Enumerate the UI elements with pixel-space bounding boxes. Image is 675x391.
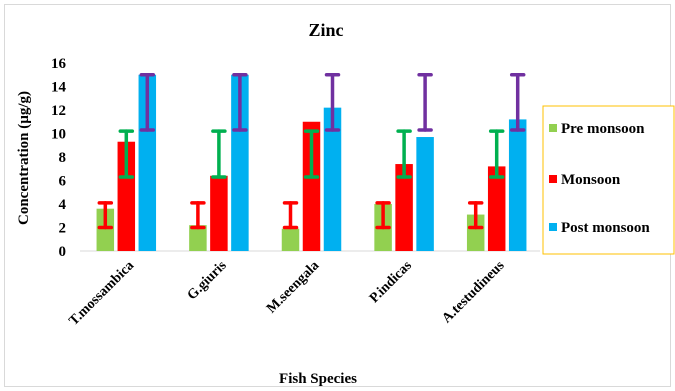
error-bar [396, 129, 412, 179]
category-label: A.testudineus [439, 258, 507, 326]
error-bar [190, 201, 206, 230]
legend-label: Pre monsoon [561, 121, 645, 137]
bar [281, 228, 300, 251]
bar [117, 141, 136, 251]
category-label: G.giuris [185, 258, 230, 303]
bar [96, 208, 115, 251]
bar [231, 74, 249, 251]
category-labels: T.mossambica G.giuris M.seengala P.indicas A… [66, 258, 507, 329]
bar [302, 121, 321, 251]
error-bar [139, 73, 156, 132]
y-tick-label: 12 [51, 103, 66, 119]
error-bar [118, 129, 135, 179]
error-bar [303, 129, 320, 179]
y-tick-label: 0 [59, 244, 67, 260]
y-tick-label: 14 [51, 80, 67, 96]
legend-label: Monsoon [561, 172, 621, 188]
y-tick-label: 2 [59, 221, 67, 237]
legend-label: Post monsoon [561, 220, 650, 236]
legend-item: Post monsoon [549, 220, 650, 236]
legend-swatch [549, 124, 557, 132]
bar [138, 74, 157, 251]
y-tick-label: 6 [59, 174, 67, 190]
y-tick-label: 4 [59, 197, 67, 213]
bars-group [96, 74, 527, 252]
error-bars-group [97, 73, 526, 230]
error-bar [324, 73, 341, 132]
error-bar [509, 73, 526, 132]
bar [323, 107, 342, 252]
bar [416, 137, 434, 251]
legend-box [542, 105, 675, 255]
legend-swatch [549, 223, 557, 231]
bar [210, 175, 228, 251]
y-tick-label: 16 [51, 56, 67, 72]
error-bar [97, 201, 114, 230]
error-bar [232, 73, 248, 132]
category-label: P.indicas [367, 258, 415, 306]
legend-swatch [549, 175, 557, 183]
legend: Pre monsoon Monsoon Post monsoon [542, 105, 675, 255]
y-tick-label: 8 [59, 150, 67, 166]
error-bar [211, 129, 227, 179]
y-tick-label: 10 [51, 127, 66, 143]
bar [395, 164, 413, 251]
error-bar [488, 129, 505, 179]
y-axis-ticks: 0 2 4 6 8 10 12 14 16 [51, 56, 67, 260]
error-bar [282, 201, 299, 230]
error-bar [417, 73, 433, 132]
bar [189, 225, 207, 251]
legend-item: Monsoon [549, 172, 621, 188]
category-label: T.mossambica [66, 258, 137, 329]
x-axis-label: Fish Species [279, 371, 357, 387]
legend-item: Pre monsoon [549, 121, 645, 137]
error-bar [375, 201, 391, 230]
y-axis-label: Concentration (µg/g) [16, 91, 32, 225]
chart-title: Zinc [308, 20, 343, 40]
bar [466, 214, 485, 251]
bar [487, 166, 506, 251]
category-label: M.seengala [264, 258, 322, 316]
error-bar [467, 201, 484, 230]
bar [508, 119, 527, 252]
